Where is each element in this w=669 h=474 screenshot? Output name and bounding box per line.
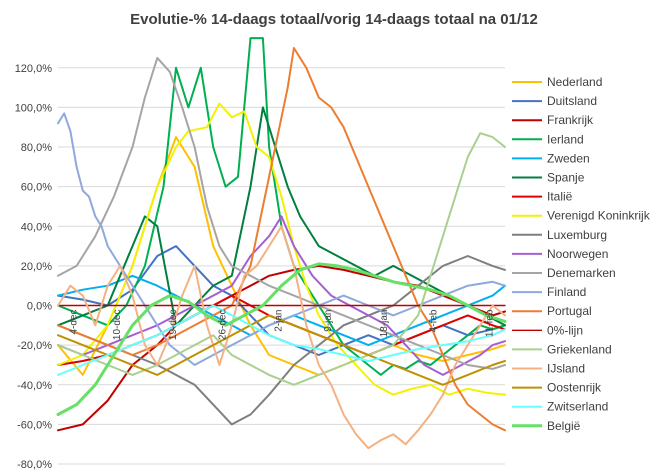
x-tick-label: 4-feb [429,309,440,332]
legend-label: Ierland [547,132,584,146]
x-tick-label: 4-dec [69,310,80,335]
series-line-zwitserland [57,304,506,376]
legend-label: Griekenland [547,342,612,356]
y-tick-label: -40,0% [17,380,52,392]
series-line-finland [57,112,506,366]
series-line-luxemburg [57,255,506,426]
series-line-griekenland [57,132,506,386]
series-layer [56,37,507,450]
x-tick-label: 2-jan [274,310,285,332]
y-tick-label: 60,0% [21,182,52,194]
x-tick-label: 26-dec [218,310,229,341]
legend-label: IJsland [547,362,585,376]
legend-label: Denemarken [547,266,616,280]
legend-label: Luxemburg [547,228,607,242]
y-tick-label: 20,0% [21,261,52,273]
legend-label: Zweden [547,151,590,165]
y-tick-label: 120,0% [15,63,53,75]
x-tick-label: 9-jan [323,310,334,332]
y-tick-label: -20,0% [17,340,52,352]
y-tick-label: -60,0% [17,419,52,431]
legend-label: Zwitserland [547,400,608,414]
series-line-oostenrijk [57,314,506,386]
y-tick-label: 80,0% [21,142,52,154]
legend-label: België [547,419,581,433]
series-line-verenigd-koninkrijk [57,102,506,396]
series-line-belgi- [56,262,507,416]
legend-label: Oostenrijk [547,381,602,395]
legend: Nederland Duitsland Frankrijk Ierland Zweden… [512,75,651,433]
legend-label: Italië [547,190,573,204]
x-axis-tick-labels: 4-dec 10-dec 19-dec 26-dec 2-jan 9-jan 18-jan 4… [69,309,496,340]
series-line-ijsland [57,225,506,450]
y-tick-label: 100,0% [15,102,53,114]
series-line-portugal [57,47,506,432]
y-tick-label: 0,0% [27,301,52,313]
series-line-ierland [57,37,506,376]
legend-label: Portugal [547,304,592,318]
legend-label: Noorwegen [547,247,608,261]
x-tick-label: 10-dec [112,310,123,341]
legend-label: Frankrijk [547,113,594,127]
x-tick-label: 19-dec [168,310,179,341]
x-tick-label: 18-jan [379,310,390,338]
chart-title: Evolutie-% 14-daags totaal/vorig 14-daag… [130,11,538,28]
y-tick-label: -80,0% [17,459,52,471]
legend-label: Verenigd Koninkrijk [547,209,651,223]
legend-label: Finland [547,285,586,299]
series-line-denemarken [57,56,506,370]
legend-label: 0%-lijn [547,323,583,337]
legend-label: Duitsland [547,94,597,108]
y-tick-label: 40,0% [21,221,52,233]
y-axis-tick-labels: -80,0% -60,0% -40,0% -20,0% 0,0% 20,0% 40,0% 60… [15,63,53,471]
legend-label: Nederland [547,75,602,89]
x-tick-label: 11-feb [485,309,496,337]
legend-label: Spanje [547,171,585,185]
